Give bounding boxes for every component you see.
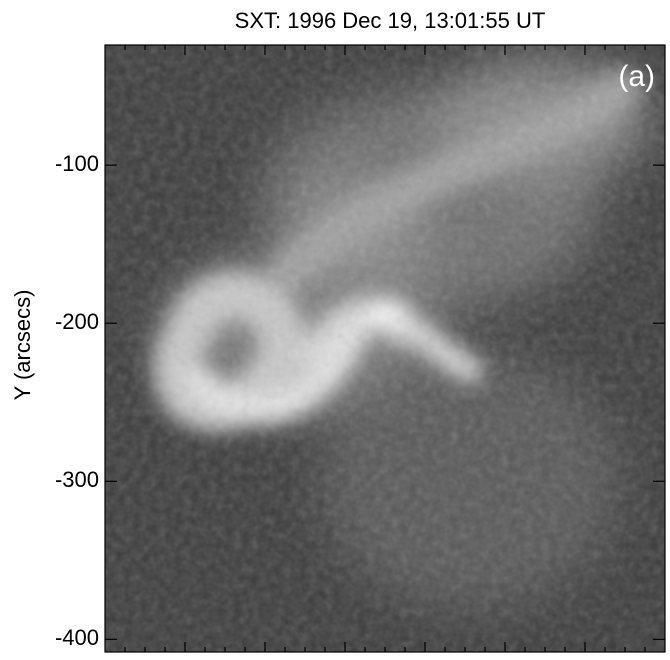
y-tick-label: -300 (55, 467, 99, 492)
panel-label: (a) (618, 60, 655, 93)
chart-title: SXT: 1996 Dec 19, 13:01:55 UT (235, 8, 546, 33)
solar-image (105, 45, 665, 652)
y-tick-label: -100 (55, 151, 99, 176)
y-tick-label: -200 (55, 309, 99, 334)
y-axis-label: Y (arcsecs) (10, 290, 35, 401)
y-tick-label: -400 (55, 625, 99, 650)
